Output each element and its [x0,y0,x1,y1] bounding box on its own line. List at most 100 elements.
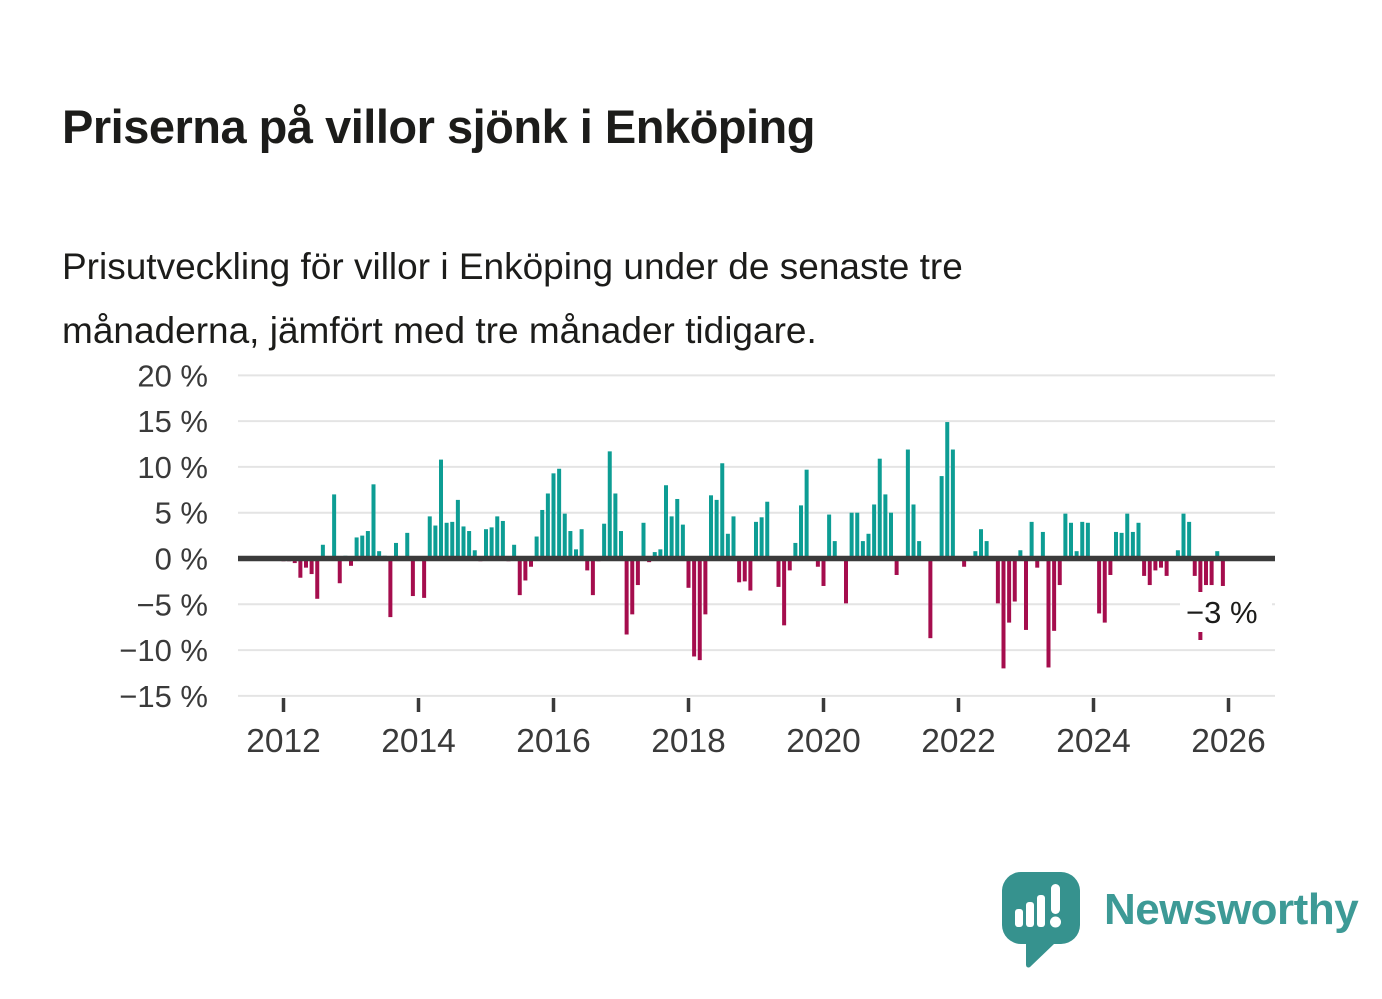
bubble-bar-1 [1015,909,1023,927]
bar [529,558,533,567]
bar [815,558,820,567]
bar [1012,558,1017,602]
bar [793,542,798,559]
bar [1181,513,1186,559]
bar [709,495,713,559]
x-tick-label: 2026 [1191,723,1266,760]
bar [1164,558,1169,576]
bar [354,537,359,559]
bar [551,473,556,559]
bar [315,558,320,599]
annotation-backdrop [1180,592,1272,632]
bar [540,509,545,559]
bar [332,494,337,559]
x-tick-label: 2014 [381,723,456,760]
bar [574,549,578,559]
bar [349,558,353,566]
bar [894,558,899,575]
bar [562,513,567,559]
bar [731,516,736,559]
bar [776,558,781,587]
y-tick-label: −15 % [119,679,208,714]
bar [388,558,393,618]
bar [877,458,882,559]
y-tick-label: −5 % [136,587,208,622]
price-change-bar-chart: 20 % 15 % 10 % 5 % 0 % −5 % −10 % −15 % 2012 2014… [0,340,1382,780]
bar [1097,558,1102,614]
bar [1220,558,1225,586]
x-tick-label: 2020 [786,723,861,760]
bar [405,532,410,559]
bar [1046,558,1051,668]
bar [1035,558,1040,568]
bar [1063,513,1068,559]
bar [675,498,680,559]
bubble-exclamation-dot [1050,916,1061,928]
bar [883,494,888,559]
bar [1209,558,1214,586]
bar [1153,558,1158,571]
x-tick-label: 2024 [1056,723,1131,760]
bars [281,422,1225,669]
page-subtitle: Prisutveckling för villor i Enköping und… [62,235,1322,363]
y-tick-label: 15 % [137,404,208,439]
bar [484,529,488,559]
bar [579,529,584,559]
bar [754,521,758,559]
bar [1175,550,1180,559]
grid-lines [238,374,1275,697]
bar [928,558,933,639]
newsworthy-logo-icon [1002,872,1080,968]
bar [619,531,623,559]
y-axis-labels: 20 % 15 % 10 % 5 % 0 % −5 % −10 % −15 % [119,358,208,713]
bar [911,504,916,559]
latest-value-annotation: −3 % [1180,592,1272,632]
x-tick-label: 2012 [246,723,321,760]
bar [984,541,989,559]
bar [427,516,432,559]
bar [1215,551,1220,559]
bar [782,558,787,626]
bar [1069,522,1073,559]
bar [495,516,500,559]
subtitle-line-1: Prisutveckling för villor i Enköping und… [62,246,963,287]
bar [444,522,449,559]
bar [1108,558,1113,575]
bar [557,468,562,559]
bar [1102,558,1107,623]
bar [298,558,303,578]
x-tick-label: 2022 [921,723,996,760]
bar [568,531,573,559]
bar [394,542,398,559]
bar [377,551,382,559]
bar [1130,531,1135,559]
bar [889,512,893,559]
bar [945,422,950,559]
bar [309,558,314,575]
bar [472,550,477,559]
bar [1018,550,1023,559]
bar [1147,558,1152,586]
bar [1159,558,1163,568]
bar [759,517,764,559]
bar [613,493,618,559]
bar [545,493,550,559]
bar [860,541,865,559]
bar [602,523,607,559]
bar [686,558,691,588]
bar [827,514,832,559]
bar [1114,531,1118,559]
bar [534,536,539,559]
bar [787,558,792,571]
bar [590,558,595,596]
bar [1040,531,1045,559]
bar [995,558,1000,604]
y-tick-label: 20 % [137,358,208,393]
bar [821,558,826,586]
bar [1080,521,1085,559]
bar [849,512,854,559]
bar [523,558,528,581]
bar [1001,558,1006,669]
bar [439,459,443,559]
bar [804,469,809,559]
